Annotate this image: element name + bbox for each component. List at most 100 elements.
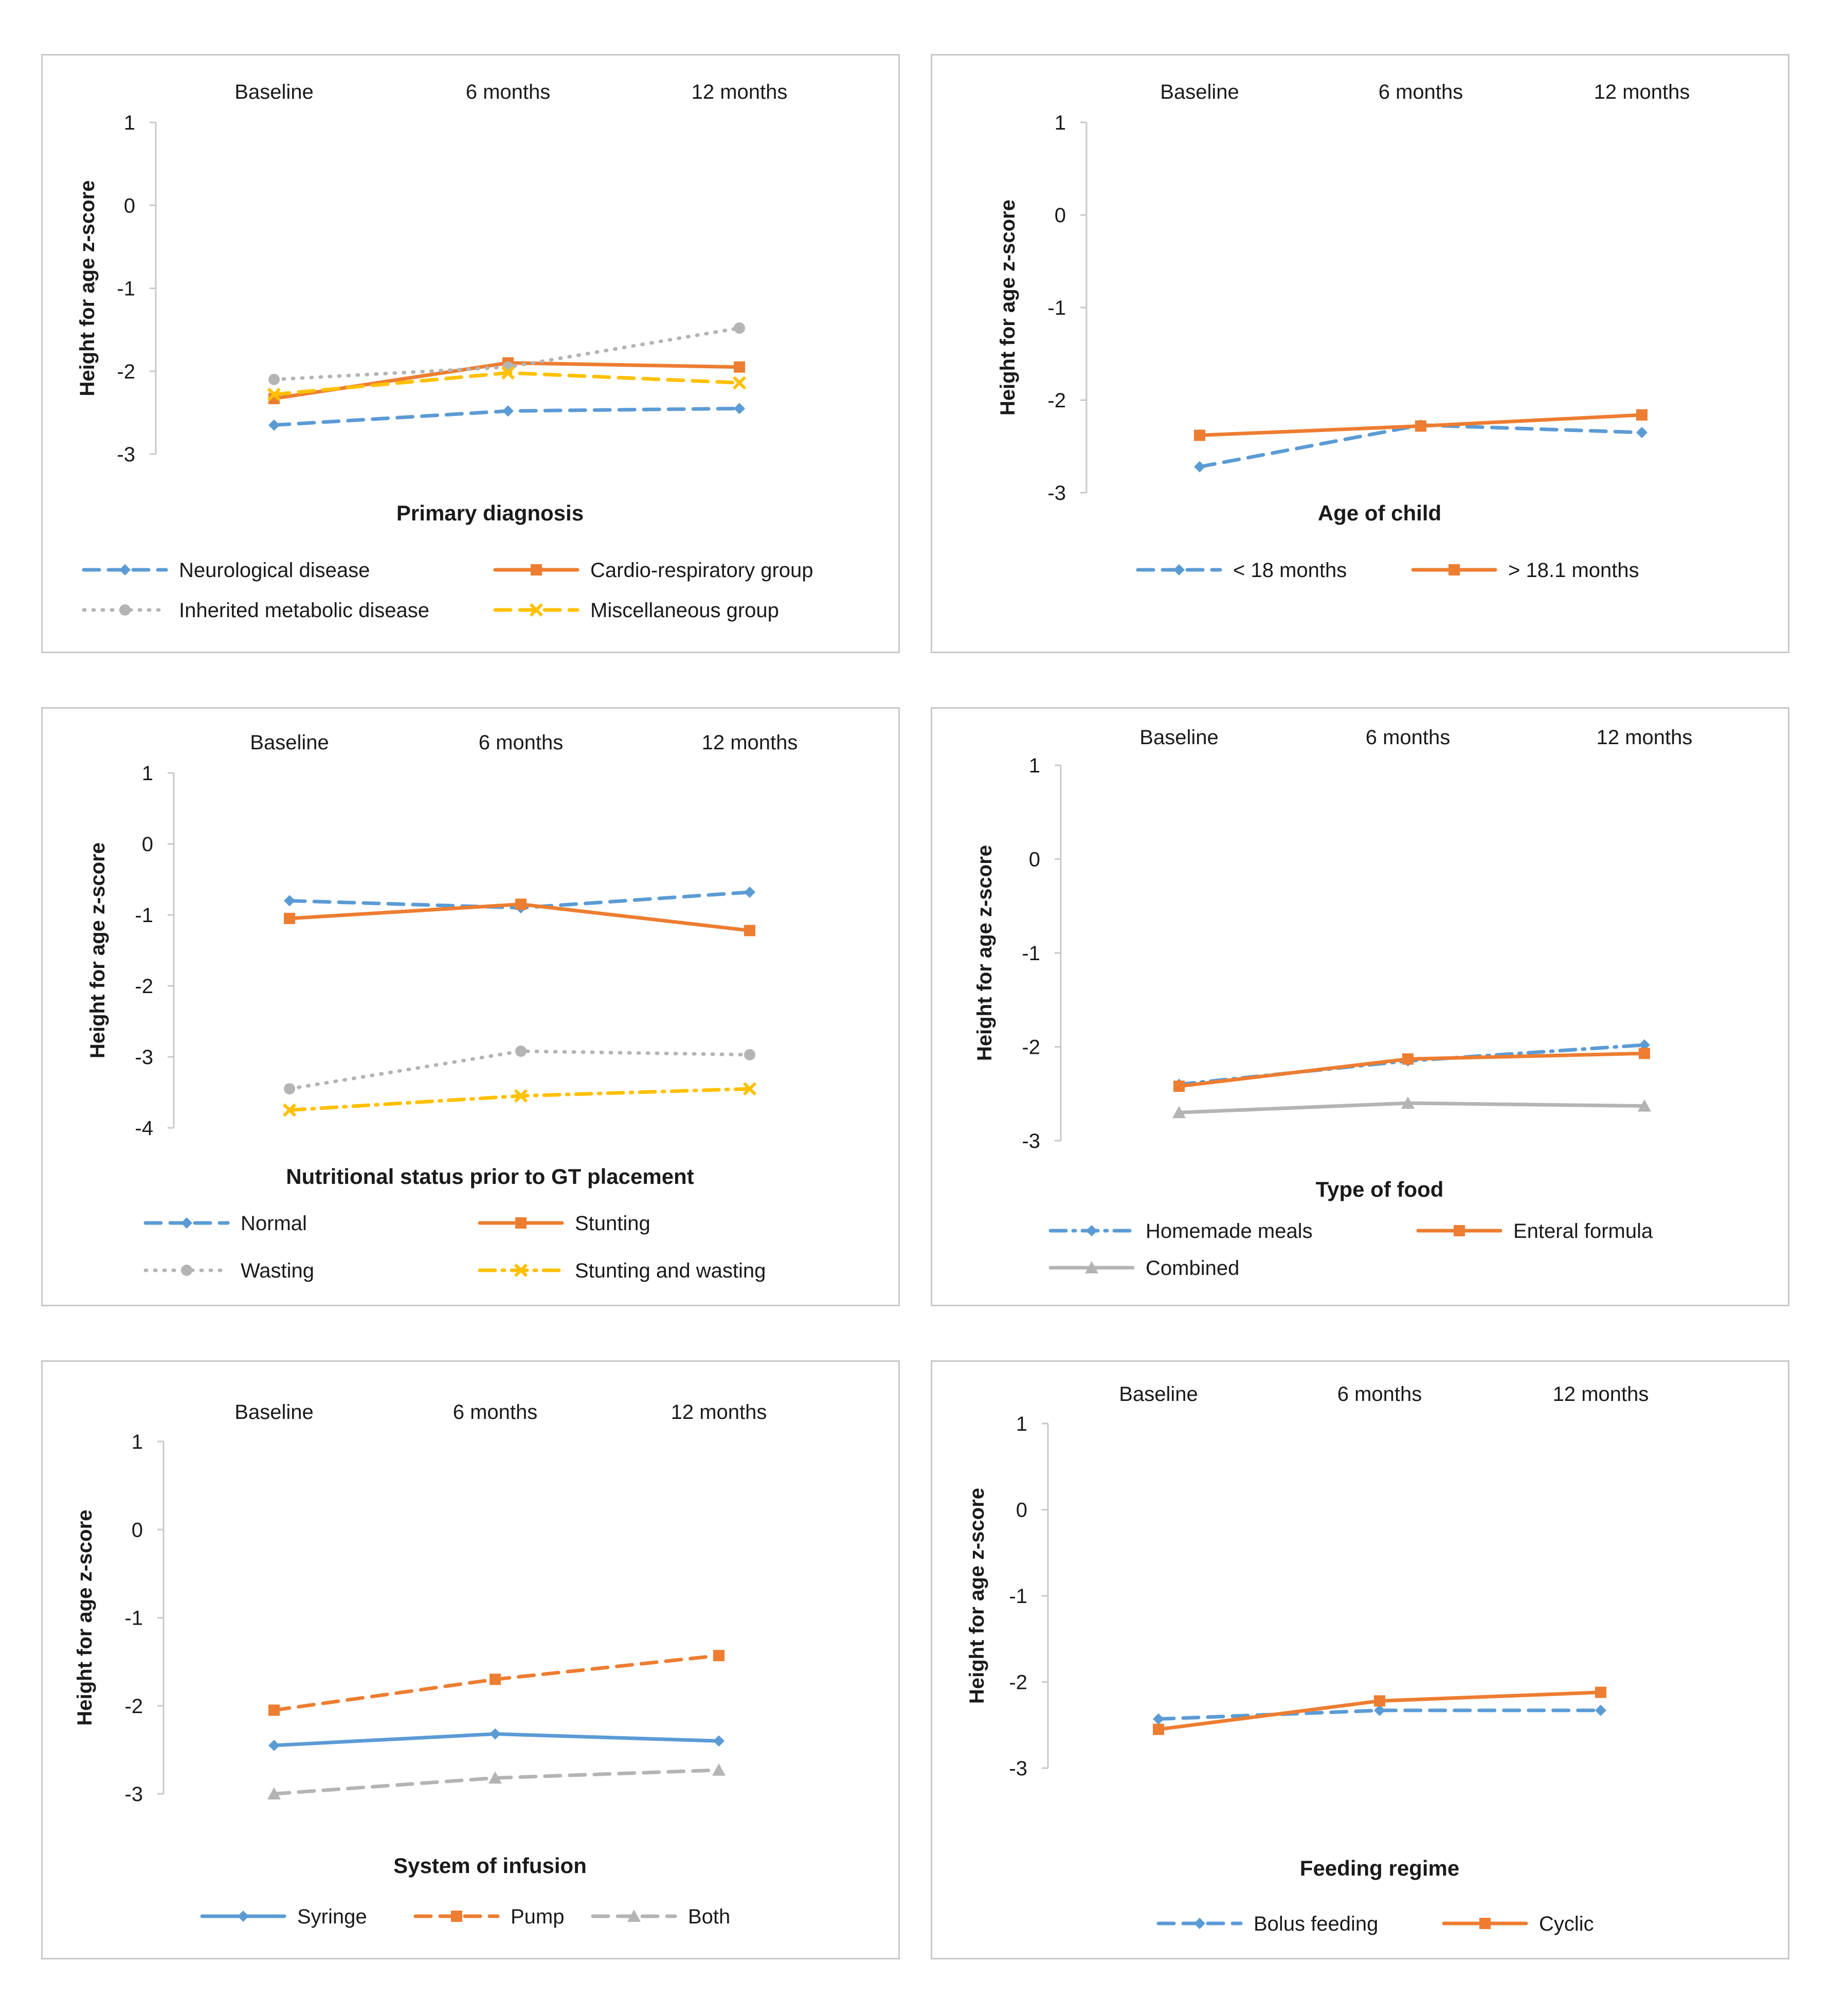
chart-svg: 1 0 -1 -2 -3 Height for age z-score Baseline 6 … bbox=[74, 1401, 767, 1928]
y-tick-label: 1 bbox=[1055, 112, 1066, 134]
legend-marker bbox=[451, 1911, 462, 1922]
y-tick-label: -3 bbox=[117, 443, 135, 466]
data-point-marker bbox=[732, 376, 747, 390]
data-point-marker bbox=[501, 366, 515, 380]
chart-svg: 1 0 -1 -2 -3 Height for age z-score Baseline 6 … bbox=[966, 1383, 1649, 1935]
y-tick-label: -2 bbox=[124, 1695, 143, 1718]
data-point-marker bbox=[488, 1771, 502, 1784]
legend-marker bbox=[1173, 564, 1185, 575]
chart-svg: 1 0 -1 -2 -3 Height for age z-score Baseline 6 … bbox=[997, 81, 1690, 582]
y-tick-label: 1 bbox=[142, 762, 153, 785]
legend-label: Both bbox=[688, 1905, 730, 1928]
category-label: 12 months bbox=[702, 731, 798, 754]
series-line-2 bbox=[287, 1049, 752, 1091]
data-point-marker bbox=[284, 1083, 295, 1095]
legend-label: Cardio-respiratory group bbox=[590, 559, 813, 582]
y-axis-title: Height for age z-score bbox=[74, 1509, 96, 1725]
data-point-marker bbox=[268, 373, 280, 385]
y-tick-label: -1 bbox=[117, 278, 135, 300]
category-label: Baseline bbox=[234, 1401, 313, 1424]
category-label: Baseline bbox=[234, 81, 313, 103]
legend-label: Syringe bbox=[297, 1905, 367, 1928]
legend-label: Bolus feeding bbox=[1254, 1913, 1378, 1935]
chart-title: Age of child bbox=[1318, 501, 1441, 525]
category-label: Baseline bbox=[1119, 1383, 1198, 1406]
data-point-marker bbox=[713, 1650, 725, 1662]
y-axis-title: Height for age z-score bbox=[973, 845, 996, 1061]
legend-label: Cyclic bbox=[1539, 1913, 1594, 1935]
y-tick-label: -1 bbox=[1009, 1585, 1027, 1608]
data-point-marker bbox=[1415, 420, 1426, 432]
category-label: Baseline bbox=[1160, 81, 1239, 103]
y-tick-label: -4 bbox=[135, 1117, 153, 1140]
y-tick-label: -1 bbox=[1022, 942, 1040, 965]
y-tick-label: 1 bbox=[132, 1431, 143, 1453]
y-axis-title: Height for age z-score bbox=[997, 200, 1019, 416]
data-point-marker bbox=[502, 405, 514, 417]
data-point-marker bbox=[734, 322, 745, 334]
legend-marker bbox=[181, 1217, 192, 1229]
legend-marker bbox=[1085, 1261, 1098, 1273]
data-point-marker bbox=[734, 361, 745, 373]
y-tick-label: -2 bbox=[1009, 1671, 1027, 1694]
data-point-marker bbox=[1636, 409, 1647, 421]
category-label: 6 months bbox=[466, 81, 551, 103]
data-point-marker bbox=[515, 898, 527, 910]
legend-marker bbox=[119, 564, 131, 575]
legend-label: Combined bbox=[1146, 1257, 1239, 1280]
legend-label: Pump bbox=[511, 1905, 565, 1928]
data-point-marker bbox=[1194, 429, 1205, 441]
data-point-marker bbox=[1595, 1686, 1606, 1698]
y-tick-label: -3 bbox=[135, 1046, 153, 1069]
data-point-marker bbox=[744, 886, 755, 898]
legend-label: Inherited metabolic disease bbox=[179, 599, 429, 622]
legend-marker bbox=[1194, 1918, 1205, 1929]
data-point-marker bbox=[267, 1787, 281, 1799]
data-point-marker bbox=[514, 1089, 528, 1103]
chart-title: Nutritional status prior to GT placement bbox=[286, 1164, 694, 1189]
chart-svg: 1 0 -1 -2 -3 -4 Height for age z-score Baseline… bbox=[86, 731, 798, 1282]
data-point-marker bbox=[268, 419, 280, 431]
legend-label: Normal bbox=[241, 1212, 307, 1235]
y-tick-label: -1 bbox=[124, 1607, 143, 1630]
chart-panel-age-of-child: 1 0 -1 -2 -3 Height for age z-score Baseline 6 … bbox=[931, 54, 1789, 653]
data-point-marker bbox=[267, 387, 281, 402]
chart-panel-nutritional-status: 1 0 -1 -2 -3 -4 Height for age z-score Baseline… bbox=[41, 707, 900, 1306]
legend-label: > 18.1 months bbox=[1508, 559, 1639, 582]
y-axis-title: Height for age z-score bbox=[86, 842, 109, 1058]
chart-panel-system-of-infusion: 1 0 -1 -2 -3 Height for age z-score Baseline 6 … bbox=[41, 1360, 900, 1959]
y-tick-label: -2 bbox=[117, 361, 135, 383]
legend-marker bbox=[515, 1217, 527, 1229]
y-tick-label: -3 bbox=[1022, 1130, 1040, 1153]
data-point-marker bbox=[1638, 1099, 1651, 1112]
data-point-marker bbox=[1636, 427, 1647, 438]
y-tick-label: -2 bbox=[135, 975, 153, 998]
y-tick-label: 1 bbox=[1029, 754, 1040, 777]
category-label: 12 months bbox=[1597, 726, 1693, 749]
data-point-marker bbox=[490, 1673, 501, 1685]
category-label: 6 months bbox=[1337, 1383, 1422, 1406]
data-point-marker bbox=[282, 1103, 297, 1117]
legend-marker bbox=[181, 1265, 192, 1276]
category-label: 6 months bbox=[1366, 726, 1451, 749]
data-point-marker bbox=[268, 1704, 280, 1716]
y-tick-label: 1 bbox=[124, 112, 135, 134]
category-label: 12 months bbox=[671, 1401, 767, 1424]
legend-marker bbox=[1454, 1225, 1465, 1236]
legend-marker bbox=[1448, 564, 1460, 575]
chart-title: System of infusion bbox=[393, 1853, 587, 1878]
legend-label: Enteral formula bbox=[1513, 1220, 1653, 1243]
y-tick-label: 0 bbox=[124, 194, 135, 217]
category-label: Baseline bbox=[1139, 726, 1218, 749]
data-point-marker bbox=[1402, 1053, 1414, 1065]
data-point-marker bbox=[1374, 1704, 1385, 1716]
category-label: Baseline bbox=[250, 731, 329, 754]
data-point-marker bbox=[1401, 1096, 1415, 1109]
legend-marker bbox=[531, 564, 542, 575]
y-tick-label: -3 bbox=[1009, 1757, 1027, 1780]
category-label: 6 months bbox=[479, 731, 564, 754]
y-tick-label: -1 bbox=[1047, 297, 1066, 319]
chart-svg: 1 0 -1 -2 -3 Height for age z-score Baseline 6 … bbox=[973, 726, 1693, 1280]
legend-marker bbox=[238, 1911, 249, 1922]
data-point-marker bbox=[1172, 1106, 1186, 1119]
